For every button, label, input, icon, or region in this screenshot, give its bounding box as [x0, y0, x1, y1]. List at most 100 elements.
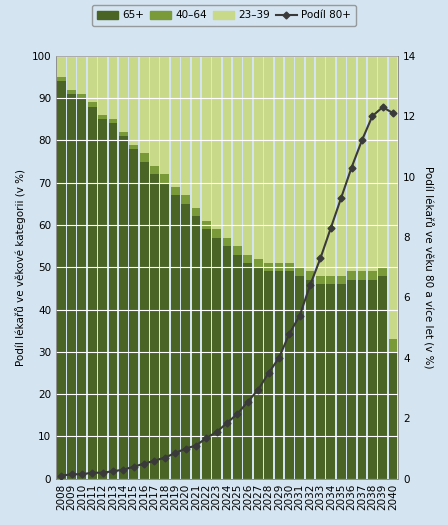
Bar	[150, 174, 159, 479]
Bar	[78, 56, 86, 94]
Bar	[108, 56, 117, 119]
Bar	[295, 56, 304, 267]
Bar	[150, 166, 159, 174]
Bar	[57, 77, 65, 81]
Bar	[358, 271, 366, 280]
Bar	[88, 107, 97, 479]
Bar	[192, 208, 200, 216]
Bar	[306, 271, 314, 280]
Bar	[347, 56, 356, 271]
Bar	[243, 56, 252, 255]
Bar	[327, 276, 335, 284]
Bar	[202, 56, 211, 220]
Legend: 65+, 40–64, 23–39, Podíl 80+: 65+, 40–64, 23–39, Podíl 80+	[92, 5, 356, 26]
Bar	[67, 94, 76, 479]
Bar	[212, 229, 221, 238]
Bar	[388, 56, 397, 339]
Bar	[254, 56, 263, 259]
Bar	[233, 255, 242, 479]
Bar	[78, 94, 86, 98]
Bar	[129, 149, 138, 479]
Bar	[243, 255, 252, 263]
Bar	[233, 56, 242, 246]
Bar	[119, 56, 128, 132]
Bar	[306, 56, 314, 271]
Bar	[275, 263, 283, 271]
Bar	[171, 195, 180, 479]
Bar	[275, 271, 283, 479]
Bar	[181, 204, 190, 479]
Bar	[316, 56, 325, 276]
Bar	[337, 276, 345, 284]
Bar	[368, 271, 377, 280]
Bar	[129, 144, 138, 149]
Bar	[316, 284, 325, 479]
Bar	[347, 271, 356, 280]
Bar	[160, 56, 169, 174]
Bar	[202, 229, 211, 479]
Bar	[388, 352, 397, 479]
Bar	[378, 267, 387, 276]
Bar	[88, 56, 97, 102]
Bar	[150, 56, 159, 166]
Bar	[327, 284, 335, 479]
Bar	[337, 56, 345, 276]
Bar	[140, 162, 149, 479]
Bar	[88, 102, 97, 107]
Bar	[264, 271, 273, 479]
Bar	[212, 238, 221, 479]
Bar	[233, 246, 242, 255]
Bar	[57, 81, 65, 479]
Bar	[306, 280, 314, 479]
Bar	[57, 56, 65, 77]
Bar	[388, 339, 397, 352]
Bar	[243, 263, 252, 479]
Bar	[160, 183, 169, 479]
Bar	[275, 56, 283, 263]
Bar	[171, 56, 180, 187]
Bar	[264, 263, 273, 271]
Bar	[108, 119, 117, 123]
Bar	[223, 56, 232, 238]
Bar	[140, 153, 149, 162]
Bar	[140, 56, 149, 153]
Bar	[347, 280, 356, 479]
Bar	[119, 132, 128, 136]
Bar	[223, 238, 232, 246]
Bar	[285, 263, 294, 271]
Bar	[98, 119, 107, 479]
Bar	[368, 56, 377, 271]
Bar	[223, 246, 232, 479]
Y-axis label: Podíl lékařů ve věku 80 a více let (v %): Podíl lékařů ve věku 80 a více let (v %)	[422, 166, 433, 369]
Bar	[327, 56, 335, 276]
Bar	[181, 56, 190, 195]
Bar	[181, 195, 190, 204]
Bar	[295, 276, 304, 479]
Bar	[202, 220, 211, 229]
Bar	[285, 56, 294, 263]
Bar	[192, 56, 200, 208]
Bar	[337, 284, 345, 479]
Bar	[192, 216, 200, 479]
Bar	[358, 280, 366, 479]
Bar	[378, 56, 387, 267]
Bar	[171, 187, 180, 195]
Bar	[98, 115, 107, 119]
Bar	[78, 98, 86, 479]
Bar	[254, 259, 263, 267]
Bar	[129, 56, 138, 144]
Bar	[98, 56, 107, 115]
Bar	[295, 267, 304, 276]
Bar	[358, 56, 366, 271]
Bar	[119, 136, 128, 479]
Bar	[368, 280, 377, 479]
Bar	[108, 123, 117, 479]
Bar	[160, 174, 169, 183]
Bar	[212, 56, 221, 229]
Bar	[254, 267, 263, 479]
Bar	[285, 271, 294, 479]
Bar	[316, 276, 325, 284]
Bar	[264, 56, 273, 263]
Y-axis label: Podíl lékařů ve věkové kategorii (v %): Podíl lékařů ve věkové kategorii (v %)	[15, 169, 26, 366]
Bar	[67, 56, 76, 90]
